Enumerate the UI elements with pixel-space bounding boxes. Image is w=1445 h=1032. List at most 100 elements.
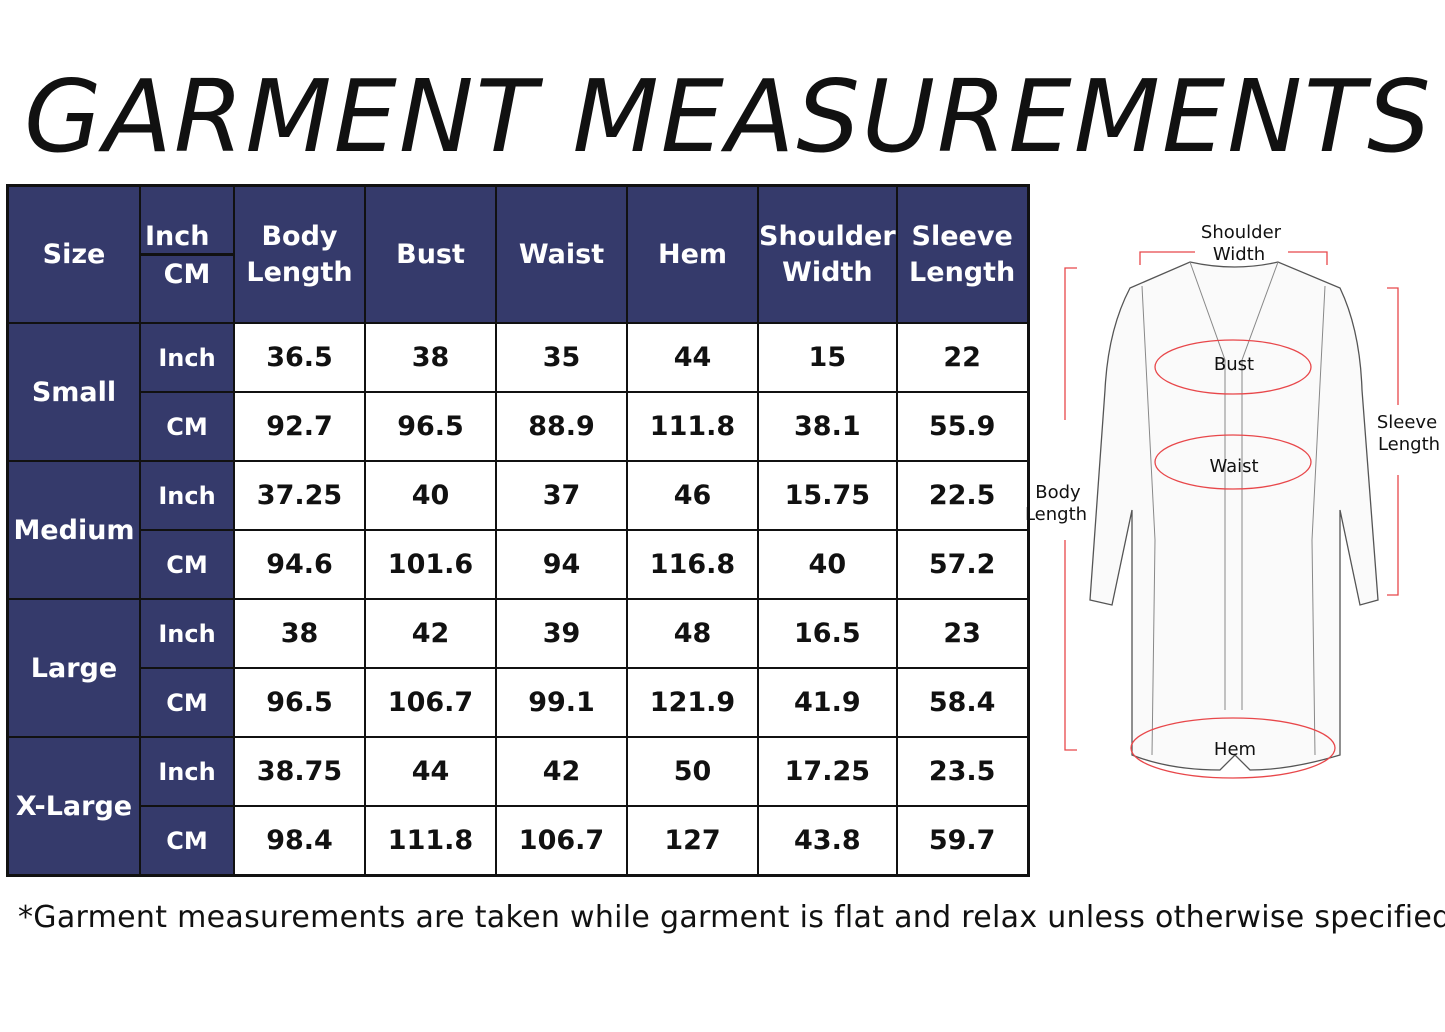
header-text: Body (261, 220, 338, 252)
measurement-cell: 106.7 (495, 805, 628, 877)
unit-label: Inch (139, 736, 235, 807)
measurement-cell: 58.4 (895, 667, 1030, 738)
table-row: CM 92.7 96.5 88.9 111.8 38.1 55.9 (8, 391, 1030, 462)
measurement-cell: 44 (364, 736, 497, 807)
header-unit: Inch CM (139, 184, 235, 324)
table-row: X-Large Inch 38.75 44 42 50 17.25 23.5 (6, 736, 1030, 877)
label-sleeve: Sleeve (1377, 412, 1437, 433)
measurement-cell: 99.1 (495, 667, 628, 738)
measurement-cell: 96.5 (364, 391, 497, 462)
measurement-cell: 15 (757, 322, 898, 393)
unit-label: CM (139, 529, 235, 600)
label-hem: Hem (1214, 739, 1256, 760)
unit-label: CM (139, 805, 235, 877)
header-size: Size (6, 184, 141, 324)
measurement-cell: 43.8 (757, 805, 898, 877)
garment-outline (1089, 261, 1379, 771)
measurement-cell: 35 (495, 322, 628, 393)
measurement-cell: 40 (364, 460, 497, 531)
label-width: Width (1213, 244, 1265, 265)
measurement-cell: 98.4 (233, 805, 366, 877)
header-text: Hem (657, 238, 728, 270)
table-row: Large Inch 38 42 39 48 16.5 23 (6, 598, 1030, 738)
header-text: Shoulder (759, 220, 896, 252)
unit-label: Inch (139, 460, 235, 531)
header-unit-inch: Inch (141, 187, 233, 256)
measurement-cell: 111.8 (364, 805, 497, 877)
measurement-cell: 22.5 (895, 460, 1030, 531)
label-bust: Bust (1214, 354, 1254, 375)
measurement-cell: 59.7 (895, 805, 1030, 877)
header-col-sleeve-length: Sleeve Length (895, 184, 1030, 324)
table-row: CM 96.5 106.7 99.1 121.9 41.9 58.4 (8, 667, 1030, 738)
size-label: Medium (6, 460, 141, 600)
measurement-cell: 127 (626, 805, 759, 877)
header-col-waist: Waist (495, 184, 628, 324)
measurement-cell: 106.7 (364, 667, 497, 738)
measurement-cell: 50 (626, 736, 759, 807)
table-row: Small Inch 36.5 38 35 44 15 22 (6, 322, 1030, 462)
header-text: Length (909, 256, 1016, 288)
measurement-cell: 38.1 (757, 391, 898, 462)
measurement-cell: 92.7 (233, 391, 366, 462)
measurement-cell: 38 (364, 322, 497, 393)
measurement-cell: 39 (495, 598, 628, 669)
unit-label: Inch (139, 598, 235, 669)
header-row: Size Inch CM Body Length Bust Waist Hem Shoul… (6, 184, 1030, 324)
header-text: Bust (396, 238, 465, 270)
measurement-cell: 41.9 (757, 667, 898, 738)
header-col-hem: Hem (626, 184, 759, 324)
measurement-cell: 42 (364, 598, 497, 669)
header-col-shoulder-width: Shoulder Width (757, 184, 898, 324)
unit-label: CM (139, 667, 235, 738)
measurement-cell: 94 (495, 529, 628, 600)
table-row: CM 94.6 101.6 94 116.8 40 57.2 (8, 529, 1030, 600)
header-text: Length (246, 256, 353, 288)
label-shoulder: Shoulder (1201, 222, 1282, 243)
label-body-length: Length (1025, 504, 1087, 525)
header-col-body-length: Body Length (233, 184, 366, 324)
measurement-cell: 116.8 (626, 529, 759, 600)
measurement-cell: 38 (233, 598, 366, 669)
measurement-cell: 96.5 (233, 667, 366, 738)
measurement-cell: 55.9 (895, 391, 1030, 462)
measurement-cell: 38.75 (233, 736, 366, 807)
measurement-cell: 42 (495, 736, 628, 807)
header-unit-cm: CM (163, 259, 211, 290)
measurement-cell: 48 (626, 598, 759, 669)
measurement-cell: 88.9 (495, 391, 628, 462)
header-text: Sleeve (911, 220, 1013, 252)
label-sleeve-length: Length (1378, 434, 1440, 455)
measurement-cell: 111.8 (626, 391, 759, 462)
size-chart-table: Size Inch CM Body Length Bust Waist Hem Shoul… (6, 184, 1030, 877)
header-col-bust: Bust (364, 184, 497, 324)
garment-diagram: Shoulder Width Bust Waist Hem Body Lengt… (1025, 222, 1440, 779)
label-body: Body (1035, 482, 1081, 503)
measurement-cell: 23.5 (895, 736, 1030, 807)
footnote: *Garment measurements are taken while ga… (18, 900, 1445, 935)
measurement-cell: 46 (626, 460, 759, 531)
measurement-cell: 16.5 (757, 598, 898, 669)
measurement-cell: 22 (895, 322, 1030, 393)
measurement-cell: 121.9 (626, 667, 759, 738)
measurement-cell: 44 (626, 322, 759, 393)
size-label: Small (6, 322, 141, 462)
measurement-cell: 57.2 (895, 529, 1030, 600)
table-row: CM 98.4 111.8 106.7 127 43.8 59.7 (8, 805, 1030, 877)
table-row: Medium Inch 37.25 40 37 46 15.75 22.5 (6, 460, 1030, 600)
measurement-cell: 37.25 (233, 460, 366, 531)
measurement-cell: 94.6 (233, 529, 366, 600)
page-title: GARMENT MEASUREMENTS (24, 58, 1433, 175)
measurement-cell: 40 (757, 529, 898, 600)
measurement-cell: 36.5 (233, 322, 366, 393)
label-waist: Waist (1209, 456, 1258, 477)
measurement-cell: 17.25 (757, 736, 898, 807)
size-label: Large (6, 598, 141, 738)
unit-label: Inch (139, 322, 235, 393)
header-text: Width (782, 256, 873, 288)
size-label: X-Large (6, 736, 141, 877)
measurement-cell: 23 (895, 598, 1030, 669)
header-text: Waist (518, 238, 605, 270)
measurement-cell: 37 (495, 460, 628, 531)
measurement-cell: 15.75 (757, 460, 898, 531)
